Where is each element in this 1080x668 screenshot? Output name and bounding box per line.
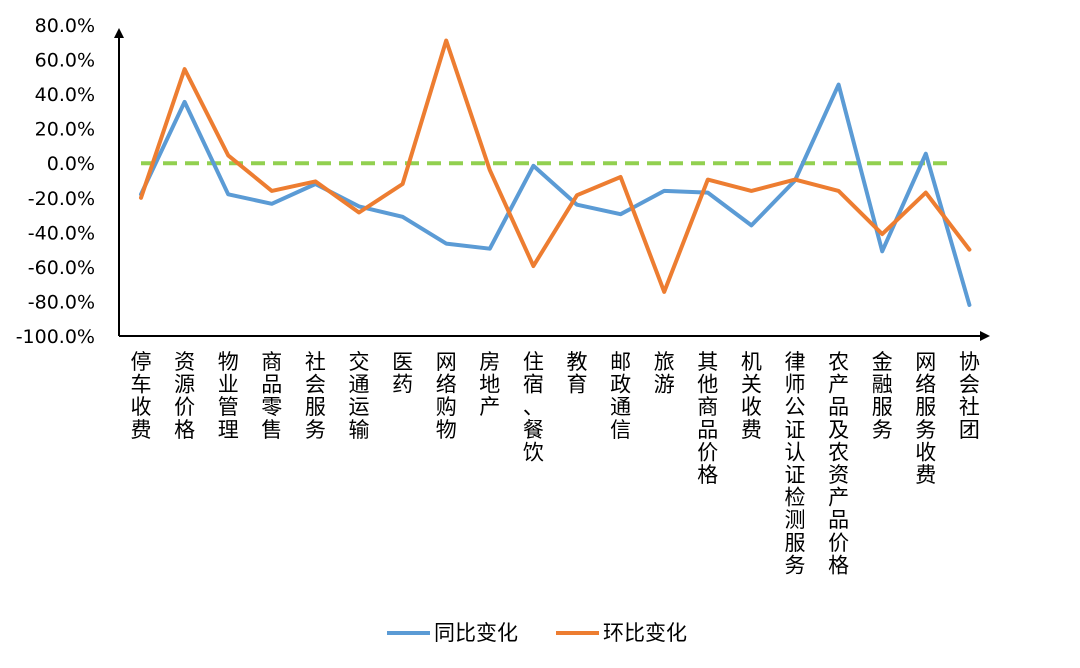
x-category-label: 资源价格 — [174, 350, 195, 442]
legend-item: 环比变化 — [556, 621, 687, 645]
y-tick-label: -60.0% — [28, 257, 95, 279]
y-tick-label: -80.0% — [28, 291, 95, 313]
series-line-mom — [139, 38, 972, 294]
x-category-label: 机关收费 — [741, 350, 762, 442]
x-category-label: 邮政通信 — [610, 350, 631, 442]
legend-item: 同比变化 — [387, 621, 518, 645]
axes-group — [114, 28, 990, 341]
y-tick-labels-group: 80.0% 60.0% 40.0% 20.0% 0.0% -20.0% -40.0% -60.… — [16, 15, 95, 348]
x-category-label: 旅游 — [654, 350, 675, 397]
x-category-label: 其他商品价格 — [697, 350, 718, 487]
y-tick-label: 60.0% — [35, 50, 95, 72]
category-labels-group: 停车收费 资源价格 物业管理 商品零售 社会服务 交通运输 医药 网络购物 房地产 住宿、餐饮 教育… — [131, 350, 980, 577]
y-tick-label: -20.0% — [28, 188, 95, 210]
x-category-label: 农产品及农资产品价格 — [828, 350, 849, 577]
x-category-label: 律师公证认证检测服务 — [785, 350, 806, 577]
legend-label: 环比变化 — [603, 621, 687, 645]
x-category-label: 商品零售 — [261, 350, 282, 442]
series-lines-group — [139, 38, 972, 307]
legend: 同比变化 环比变化 — [387, 621, 687, 645]
y-tick-label: 80.0% — [35, 15, 95, 37]
x-category-label: 医药 — [392, 350, 413, 397]
x-category-label: 协会社团 — [959, 350, 980, 442]
y-tick-label: 0.0% — [47, 153, 95, 175]
x-category-label: 物业管理 — [218, 350, 239, 442]
y-tick-label: -40.0% — [28, 222, 95, 244]
y-axis-arrow — [114, 28, 124, 38]
x-category-label: 住宿、餐饮 — [523, 350, 544, 464]
x-category-label: 房地产 — [479, 350, 500, 419]
x-category-label: 社会服务 — [305, 350, 326, 442]
x-category-label: 停车收费 — [131, 350, 152, 442]
legend-label: 同比变化 — [434, 621, 518, 645]
series-line-yoy — [139, 82, 972, 307]
x-category-label: 交通运输 — [349, 350, 370, 442]
y-tick-label: 20.0% — [35, 119, 95, 141]
x-category-label: 网络购物 — [436, 350, 457, 442]
x-category-label: 教育 — [567, 350, 588, 397]
y-tick-label: 40.0% — [35, 84, 95, 106]
x-category-label: 金融服务 — [872, 350, 893, 442]
x-axis-arrow — [980, 331, 990, 341]
x-category-label: 网络服务收费 — [915, 350, 936, 487]
y-tick-label: -100.0% — [16, 326, 95, 348]
